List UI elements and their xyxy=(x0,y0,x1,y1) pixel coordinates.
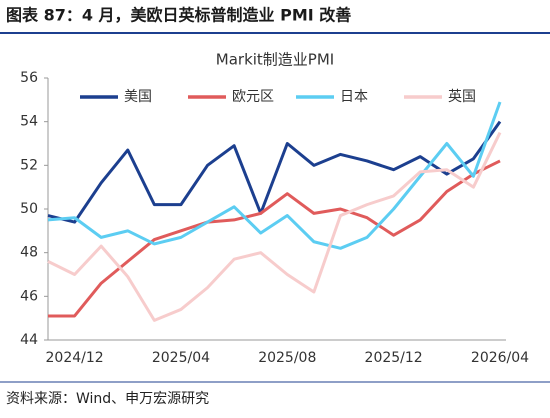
y-tick-label: 56 xyxy=(20,70,38,86)
chart-title: Markit制造业PMI xyxy=(216,51,334,69)
x-tick-label: 2026/04 xyxy=(471,350,529,366)
x-tick-label: 2025/12 xyxy=(365,350,423,366)
legend-label: 日本 xyxy=(340,89,368,105)
x-tick-label: 2025/08 xyxy=(258,350,316,366)
y-tick-label: 48 xyxy=(20,245,38,261)
y-tick-label: 54 xyxy=(20,114,38,130)
y-tick-label: 46 xyxy=(20,288,38,304)
source-note: 资料来源：Wind、申万宏源研究 xyxy=(6,391,209,407)
y-tick-label: 52 xyxy=(20,157,38,173)
legend-label: 英国 xyxy=(448,88,476,105)
series-line xyxy=(47,131,502,322)
y-tick-label: 44 xyxy=(20,332,38,348)
header-title: 图表 87：4 月，美欧日英标普制造业 PMI 改善 xyxy=(6,6,351,25)
legend-label: 欧元区 xyxy=(232,89,274,105)
x-tick-label: 2025/04 xyxy=(152,350,210,366)
series-line xyxy=(47,120,502,224)
x-tick-label: 2024/12 xyxy=(46,350,104,366)
y-tick-label: 50 xyxy=(20,201,38,217)
legend-label: 美国 xyxy=(124,89,152,105)
series-line xyxy=(48,159,501,318)
